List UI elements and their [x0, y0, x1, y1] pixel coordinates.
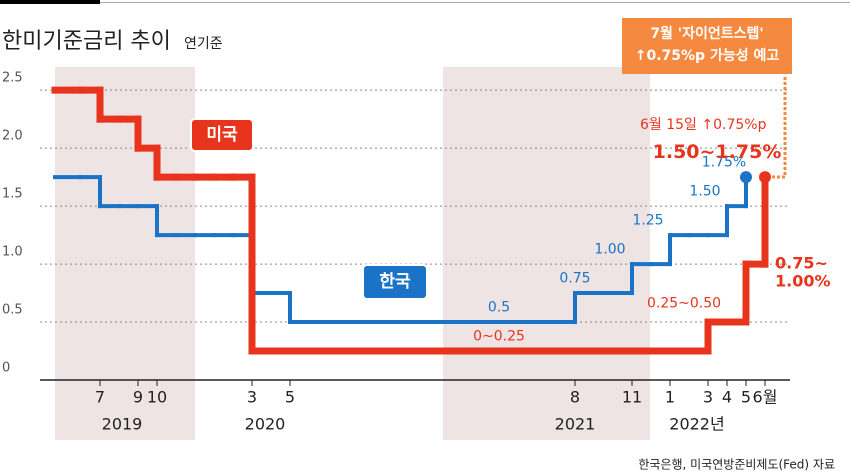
- y-tick-label: 1.5: [2, 187, 23, 202]
- x-tick-label: 5: [741, 388, 751, 407]
- value-label: 0.25~0.50: [646, 295, 722, 312]
- callout-line: 7월 '자이언트스텝': [650, 26, 764, 42]
- x-tick-label: 1: [665, 388, 675, 407]
- year-label: 2022년: [669, 415, 724, 434]
- annotation: 6월 15일 ↑0.75%p: [640, 117, 767, 133]
- callout: 7월 '자이언트스텝' ↑0.75%p 가능성 예고: [622, 18, 792, 74]
- year-shade: [443, 67, 650, 440]
- x-tick-label: 10: [147, 388, 167, 407]
- value-label: 1.75%: [701, 154, 747, 171]
- x-tick-label: 3: [247, 388, 257, 407]
- year-shade: [55, 67, 195, 440]
- legend-entry: 미국: [190, 118, 254, 152]
- value-label: 0.75: [559, 270, 591, 287]
- value-label: 1.00: [594, 241, 626, 258]
- value-label: 1.50: [689, 183, 721, 200]
- value-label: 0.75~ 1.00%: [775, 253, 831, 291]
- y-tick-label: 0.5: [2, 303, 23, 318]
- header-bar: [0, 0, 100, 4]
- y-tick-label: 2.5: [2, 71, 23, 86]
- y-tick-label: 1.0: [2, 245, 23, 260]
- x-tick-label: 6월: [753, 388, 778, 407]
- x-tick-label: 9: [133, 388, 143, 407]
- value-label: 0~0.25: [473, 328, 525, 345]
- x-tick-label: 5: [285, 388, 295, 407]
- chart-title: 한미기준금리 추이: [2, 29, 171, 54]
- legend-entry: 한국: [362, 264, 428, 300]
- year-label: 2020: [245, 415, 286, 434]
- y-tick-label: 2.0: [2, 129, 23, 144]
- end-dot: [740, 171, 752, 184]
- end-dot: [759, 171, 771, 184]
- y-tick-label: 0: [2, 361, 10, 376]
- callout-line: ↑0.75%p 가능성 예고: [634, 48, 780, 64]
- value-label: 1.50~1.75%: [652, 141, 782, 164]
- x-tick-label: 7: [95, 388, 105, 407]
- callout-leader: [767, 76, 787, 179]
- x-tick-label: 3: [703, 388, 713, 407]
- x-tick-label: 4: [722, 388, 732, 407]
- value-label: 0.5: [487, 299, 511, 316]
- value-label: 1.25: [632, 212, 664, 229]
- x-tick-label: 11: [622, 388, 642, 407]
- source: 한국은행, 미국연방준비제도(Fed) 자료: [638, 457, 835, 472]
- year-label: 2019: [102, 415, 143, 434]
- chart-subtitle: 연기준: [184, 36, 223, 52]
- year-label: 2021: [555, 415, 596, 434]
- x-tick-label: 8: [570, 388, 580, 407]
- header-rule: [0, 2, 850, 3]
